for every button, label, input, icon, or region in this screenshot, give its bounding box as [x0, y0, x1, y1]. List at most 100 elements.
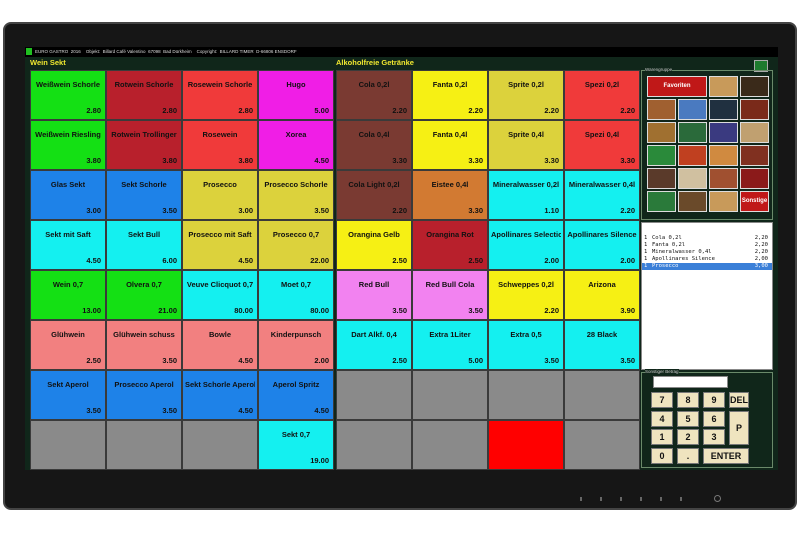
product-button[interactable]: Cola Light 0,2l 2.20	[336, 170, 412, 220]
empty-button[interactable]	[412, 370, 488, 420]
receipt-line[interactable]: 1 Apollinares Silence 2,00	[642, 256, 772, 263]
empty-button[interactable]	[336, 370, 412, 420]
product-button[interactable]: Eistee 0,4l 3.30	[412, 170, 488, 220]
group-icon[interactable]	[709, 76, 738, 97]
product-button[interactable]: Weißwein Riesling 3.80	[30, 120, 106, 170]
group-icon[interactable]	[678, 122, 707, 143]
product-button[interactable]: Prosecco Schorle 3.50	[258, 170, 334, 220]
group-icon[interactable]	[740, 99, 769, 120]
group-icon[interactable]	[678, 168, 707, 189]
product-button[interactable]: Prosecco 0,7 22.00	[258, 220, 334, 270]
product-button[interactable]: Sekt Bull 6.00	[106, 220, 182, 270]
receipt-line[interactable]: 1 Prosecco 3,00	[642, 263, 772, 270]
product-button[interactable]: Fanta 0,2l 2.20	[412, 70, 488, 120]
bezel-button[interactable]	[620, 497, 622, 501]
group-icon[interactable]	[709, 145, 738, 166]
group-icon[interactable]	[740, 145, 769, 166]
keypad-key[interactable]: .	[677, 448, 699, 464]
product-button[interactable]: Schweppes 0,2l 2.20	[488, 270, 564, 320]
home-button[interactable]	[754, 60, 768, 72]
group-icon[interactable]	[647, 191, 676, 212]
product-button[interactable]: Kinderpunsch 2.00	[258, 320, 334, 370]
empty-button[interactable]	[336, 420, 412, 470]
empty-button[interactable]	[182, 420, 258, 470]
amount-field[interactable]	[653, 376, 728, 388]
product-button[interactable]: Apollinares Selection 2.00	[488, 220, 564, 270]
group-icon[interactable]	[647, 168, 676, 189]
empty-button[interactable]	[564, 420, 640, 470]
empty-button[interactable]	[564, 370, 640, 420]
product-button[interactable]: Xorea 4.50	[258, 120, 334, 170]
group-icon[interactable]	[678, 191, 707, 212]
product-button[interactable]: Glühwein schuss 3.50	[106, 320, 182, 370]
product-button[interactable]: Sekt 0,7 19.00	[258, 420, 334, 470]
keypad-key[interactable]: 1	[651, 429, 673, 445]
keypad-key[interactable]: P	[729, 411, 749, 445]
bezel-button[interactable]	[640, 497, 642, 501]
keypad-key[interactable]: 2	[677, 429, 699, 445]
product-button[interactable]: Rosewein Schorle 2.80	[182, 70, 258, 120]
product-button[interactable]: Glas Sekt 3.00	[30, 170, 106, 220]
keypad-key[interactable]: ENTER	[703, 448, 749, 464]
product-button[interactable]: Prosecco Aperol 3.50	[106, 370, 182, 420]
product-button[interactable]: Cola 0,4l 3.30	[336, 120, 412, 170]
product-button[interactable]: Sprite 0,2l 2.20	[488, 70, 564, 120]
bezel-button[interactable]	[600, 497, 602, 501]
receipt-line[interactable]: 1 Fanta 0,2l 2,20	[642, 242, 772, 249]
product-button[interactable]: Dart Alkf. 0,4 2.50	[336, 320, 412, 370]
empty-button[interactable]	[488, 420, 564, 470]
product-button[interactable]: Rosewein 3.80	[182, 120, 258, 170]
product-button[interactable]: Red Bull 3.50	[336, 270, 412, 320]
product-button[interactable]: Spezi 0,2l 2.20	[564, 70, 640, 120]
product-button[interactable]: Sekt Aperol 3.50	[30, 370, 106, 420]
product-button[interactable]: Aperol Spritz 4.50	[258, 370, 334, 420]
group-icon[interactable]	[678, 145, 707, 166]
product-button[interactable]: Apollinares Silence 2.00	[564, 220, 640, 270]
keypad-key[interactable]: 6	[703, 411, 725, 427]
group-icon[interactable]	[647, 99, 676, 120]
bezel-button[interactable]	[580, 497, 582, 501]
product-button[interactable]: Olvera 0,7 21.00	[106, 270, 182, 320]
keypad-key[interactable]: 8	[677, 392, 699, 408]
keypad-key[interactable]: 7	[651, 392, 673, 408]
product-button[interactable]: 28 Black 3.50	[564, 320, 640, 370]
group-icon[interactable]	[647, 122, 676, 143]
product-button[interactable]: Cola 0,2l 2.20	[336, 70, 412, 120]
power-button[interactable]	[714, 495, 721, 502]
product-button[interactable]: Moet 0,7 80.00	[258, 270, 334, 320]
group-icon[interactable]	[647, 145, 676, 166]
keypad-key[interactable]: 5	[677, 411, 699, 427]
product-button[interactable]: Arizona 3.90	[564, 270, 640, 320]
product-button[interactable]: Prosecco 3.00	[182, 170, 258, 220]
product-button[interactable]: Mineralwasser 0,4l 2.20	[564, 170, 640, 220]
group-icon[interactable]	[678, 99, 707, 120]
product-button[interactable]: Sprite 0,4l 3.30	[488, 120, 564, 170]
keypad-key[interactable]: 9	[703, 392, 725, 408]
product-button[interactable]: Prosecco mit Saft 4.50	[182, 220, 258, 270]
empty-button[interactable]	[106, 420, 182, 470]
product-button[interactable]: Sekt Schorle Aperol 4.50	[182, 370, 258, 420]
receipt-line[interactable]: 1 Mineralwasser 0,4l 2,20	[642, 249, 772, 256]
group-icon[interactable]	[740, 168, 769, 189]
product-button[interactable]: Veuve Clicquot 0,7 80.00	[182, 270, 258, 320]
keypad-key[interactable]: 4	[651, 411, 673, 427]
product-button[interactable]: Spezi 0,4l 3.30	[564, 120, 640, 170]
other-button[interactable]: Sonstige	[740, 191, 769, 212]
group-icon[interactable]	[709, 191, 738, 212]
product-button[interactable]: Hugo 5.00	[258, 70, 334, 120]
product-button[interactable]: Wein 0,7 13.00	[30, 270, 106, 320]
product-button[interactable]: Bowle 4.50	[182, 320, 258, 370]
bezel-button[interactable]	[680, 497, 682, 501]
product-button[interactable]: Extra 0,5 3.50	[488, 320, 564, 370]
product-button[interactable]: Orangina Rot 2.50	[412, 220, 488, 270]
keypad-key[interactable]: 0	[651, 448, 673, 464]
product-button[interactable]: Red Bull Cola 3.50	[412, 270, 488, 320]
product-button[interactable]: Fanta 0,4l 3.30	[412, 120, 488, 170]
product-button[interactable]: Sekt mit Saft 4.50	[30, 220, 106, 270]
product-button[interactable]: Rotwein Trollinger 3.80	[106, 120, 182, 170]
group-icon[interactable]	[740, 122, 769, 143]
group-icon[interactable]	[740, 76, 769, 97]
empty-button[interactable]	[488, 370, 564, 420]
product-button[interactable]: Sekt Schorle 3.50	[106, 170, 182, 220]
favorites-button[interactable]: Favoriten	[647, 76, 707, 97]
